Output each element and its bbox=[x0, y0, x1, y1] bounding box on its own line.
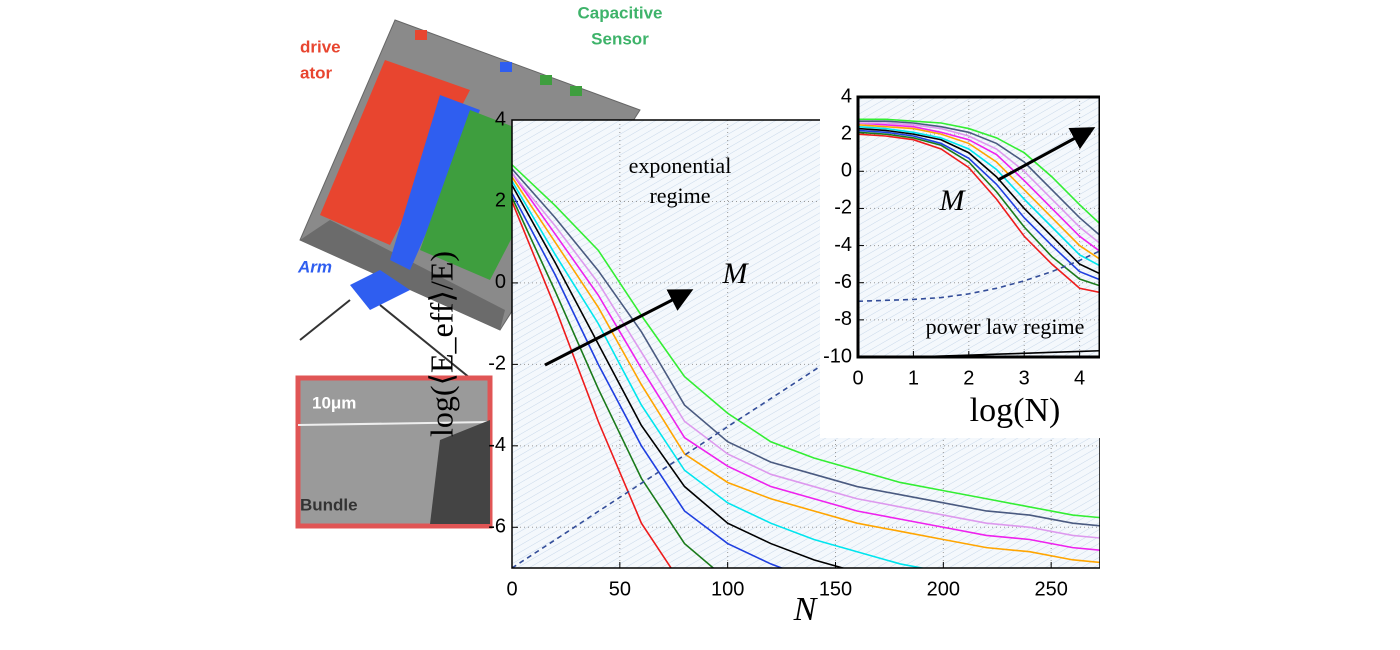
device-label: 10μm bbox=[312, 393, 356, 412]
series-line bbox=[858, 124, 1100, 261]
x-tick-label: 2 bbox=[963, 367, 974, 389]
series-line bbox=[512, 182, 1100, 568]
x-tick-label: 200 bbox=[927, 578, 960, 600]
x-tick-label: 150 bbox=[819, 578, 852, 600]
device-label: Capacitive bbox=[577, 3, 662, 22]
series-line bbox=[858, 133, 1100, 294]
series-line bbox=[512, 172, 1100, 552]
x-tick-label: 0 bbox=[852, 367, 863, 389]
series-line bbox=[512, 180, 927, 568]
annotation: regime bbox=[649, 183, 710, 208]
x-tick-label: 0 bbox=[506, 578, 517, 600]
y-tick-label: 0 bbox=[841, 160, 852, 182]
series-line bbox=[858, 118, 1100, 225]
y-tick-label: 2 bbox=[841, 122, 852, 144]
x-tick-label: 1 bbox=[908, 367, 919, 389]
series-line bbox=[512, 184, 846, 568]
annotation: exponential bbox=[629, 153, 732, 178]
series-line bbox=[512, 168, 1100, 527]
y-tick-label: -2 bbox=[834, 197, 852, 219]
series-line bbox=[512, 201, 673, 568]
y-tick-label: -8 bbox=[834, 308, 852, 330]
x-tick-label: 4 bbox=[1074, 367, 1085, 389]
annotation: M bbox=[939, 184, 967, 217]
y-axis-label: log(⟨E_eff⟩/E) bbox=[423, 251, 459, 437]
series-line bbox=[858, 127, 1100, 275]
lines bbox=[858, 118, 1100, 357]
device-label: drive bbox=[300, 37, 341, 56]
y-tick-label: -6 bbox=[834, 271, 852, 293]
series-line bbox=[858, 125, 1100, 267]
series-line bbox=[858, 129, 1100, 281]
device-label: ator bbox=[300, 63, 333, 82]
annotation: power law regime bbox=[926, 314, 1085, 339]
lines bbox=[512, 164, 1100, 568]
arrow bbox=[544, 289, 694, 367]
x-axis-label: N bbox=[793, 591, 819, 628]
x-tick-label: 100 bbox=[711, 578, 744, 600]
x-tick-label: 50 bbox=[609, 578, 631, 600]
device-illustration: drive ator Capacitive Sensor Arm 10μm Bu… bbox=[295, 3, 663, 529]
device-label: Arm bbox=[297, 257, 332, 276]
y-tick-label: -10 bbox=[823, 345, 852, 367]
y-tick-label: 4 bbox=[495, 108, 506, 130]
series-line bbox=[858, 349, 1100, 357]
device-label: Bundle bbox=[300, 495, 358, 514]
y-tick-label: -4 bbox=[834, 234, 852, 256]
annotation: M bbox=[722, 257, 750, 290]
series-line bbox=[512, 172, 1100, 539]
series-line bbox=[512, 164, 1100, 519]
x-axis-label: log(N) bbox=[970, 392, 1061, 429]
series-line bbox=[512, 197, 715, 568]
series-line bbox=[858, 122, 1100, 253]
y-tick-label: 0 bbox=[495, 271, 506, 293]
crop-mask bbox=[1100, 0, 1400, 650]
arrow bbox=[997, 127, 1096, 182]
y-tick-label: -2 bbox=[488, 353, 506, 375]
series-line bbox=[858, 122, 1100, 245]
series-line bbox=[512, 192, 784, 568]
series-line bbox=[512, 176, 1100, 564]
y-tick-label: 2 bbox=[495, 190, 506, 212]
y-tick-label: -4 bbox=[488, 434, 506, 456]
y-tick-label: 4 bbox=[841, 85, 852, 107]
y-tick-label: -6 bbox=[488, 516, 506, 538]
x-tick-label: 250 bbox=[1034, 578, 1067, 600]
series-line bbox=[858, 120, 1100, 237]
device-label: Sensor bbox=[591, 29, 649, 48]
series-line bbox=[858, 131, 1100, 287]
x-tick-label: 3 bbox=[1019, 367, 1030, 389]
